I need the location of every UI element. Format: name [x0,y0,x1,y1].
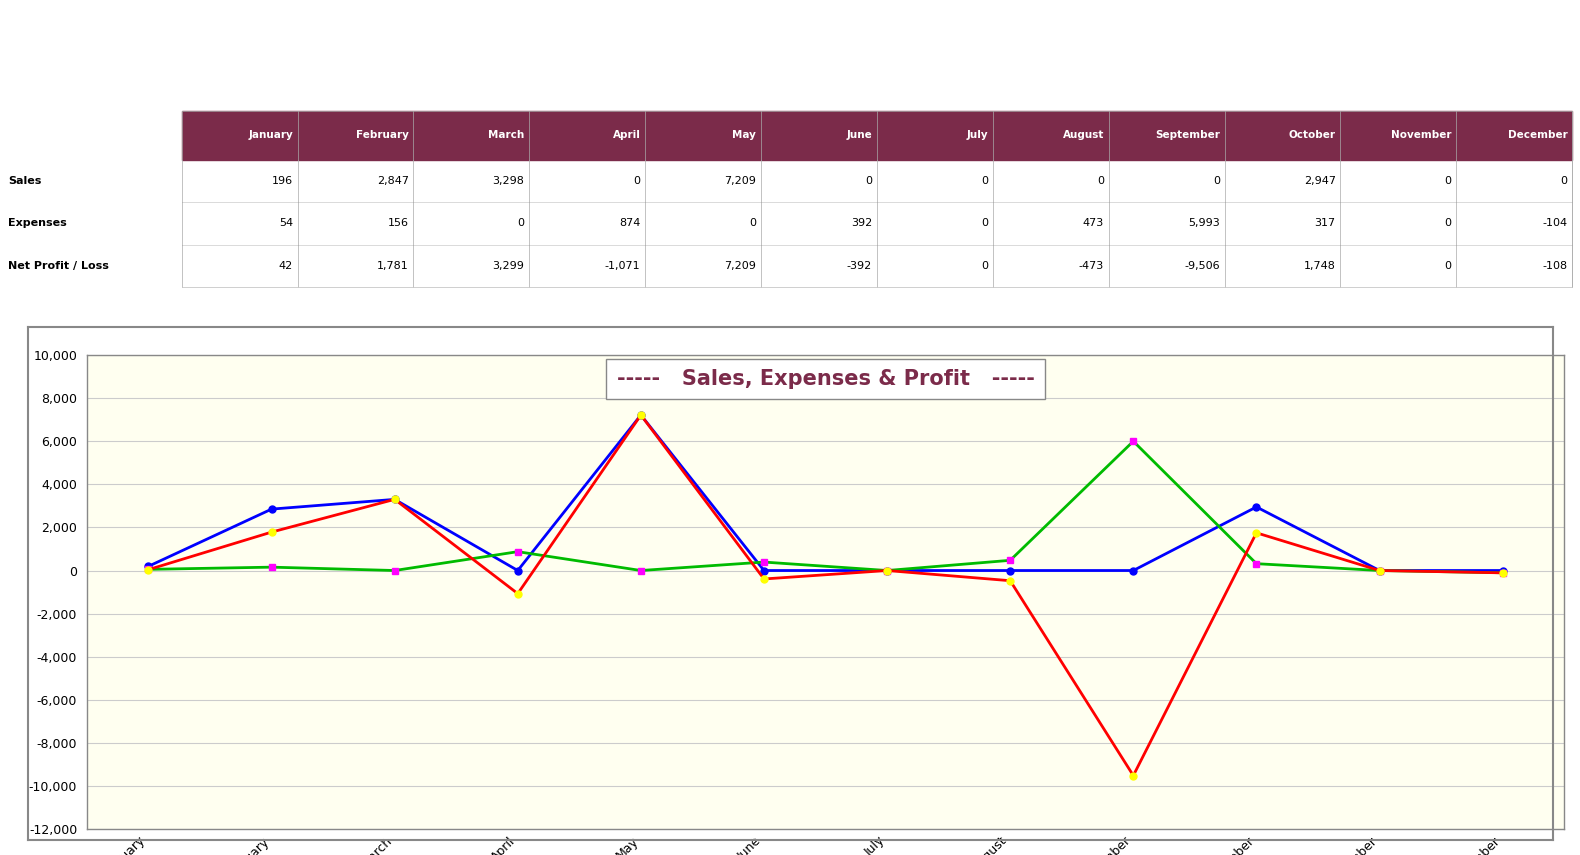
Text: -----   Sales, Expenses & Profit   -----: ----- Sales, Expenses & Profit ----- [616,369,1035,389]
Net Profit / Loss [262,527,281,537]
Text: June: June [847,130,872,140]
Text: 5,993: 5,993 [1188,218,1220,228]
Text: November: November [1390,130,1452,140]
Net Profit / Loss [755,574,774,584]
Expenses [1493,568,1512,578]
Text: October: October [1289,130,1335,140]
Text: 0: 0 [749,218,757,228]
Line: Net Profit / Loss: Net Profit / Loss [145,411,1506,779]
Sales [1247,502,1266,512]
Text: 1,748: 1,748 [1304,261,1335,271]
Net Profit / Loss [1370,565,1389,575]
Text: 42: 42 [278,261,292,271]
Text: May: May [733,130,757,140]
Text: Net Profit / Loss: Net Profit / Loss [8,261,109,271]
Text: 2,947: 2,947 [1304,176,1335,186]
Text: 196: 196 [272,176,292,186]
Text: March: March [488,130,525,140]
Net Profit / Loss [1000,575,1019,586]
Text: -473: -473 [1079,261,1104,271]
Text: 392: 392 [852,218,872,228]
Text: 473: 473 [1082,218,1104,228]
Text: -392: -392 [847,261,872,271]
Net Profit / Loss [1123,770,1142,781]
Text: -9,506: -9,506 [1183,261,1220,271]
Text: 2,847: 2,847 [376,176,409,186]
Sales [509,565,528,575]
Text: 0: 0 [1097,176,1104,186]
Expenses [632,565,651,575]
Text: December: December [1507,130,1567,140]
Text: September: September [1155,130,1220,140]
Text: 3,298: 3,298 [493,176,525,186]
Text: 0: 0 [634,176,640,186]
Net Profit / Loss [632,410,651,420]
Text: July: July [967,130,988,140]
Sales [386,494,404,504]
Expenses [1370,565,1389,575]
Text: 0: 0 [1444,218,1452,228]
Text: 156: 156 [387,218,409,228]
Text: 0: 0 [1213,176,1220,186]
Text: 0: 0 [981,176,988,186]
Sales [877,565,896,575]
Line: Expenses: Expenses [145,438,1506,576]
Text: 874: 874 [619,218,640,228]
Text: 0: 0 [1561,176,1567,186]
Text: Monthly Analysis of Sales, Expenses and Profit: Monthly Analysis of Sales, Expenses and … [477,48,1103,72]
Sales [262,504,281,514]
Text: 3,299: 3,299 [493,261,525,271]
Text: Expenses: Expenses [8,218,66,228]
Text: 0: 0 [981,261,988,271]
Sales [755,565,774,575]
Net Profit / Loss [1247,528,1266,538]
Text: -108: -108 [1542,261,1567,271]
Expenses [755,557,774,567]
Text: Sales: Sales [8,176,41,186]
Text: 0: 0 [518,218,525,228]
Text: 7,209: 7,209 [724,176,757,186]
Text: 54: 54 [278,218,292,228]
Text: April: April [613,130,640,140]
Text: August: August [1062,130,1104,140]
Expenses [509,546,528,557]
Bar [182,110,1572,160]
Text: February: February [356,130,409,140]
Sales [1493,565,1512,575]
Text: January: January [248,130,292,140]
Net Profit / Loss [386,494,404,504]
Text: 0: 0 [866,176,872,186]
Net Profit / Loss [139,564,158,575]
Expenses [1247,558,1266,569]
Net Profit / Loss [877,565,896,575]
Expenses [262,562,281,572]
Bar [182,245,1572,287]
Text: 0: 0 [1444,176,1452,186]
Net Profit / Loss [1493,568,1512,578]
Expenses [386,565,404,575]
Sales [632,410,651,420]
Sales [1370,565,1389,575]
Net Profit / Loss [509,588,528,598]
Expenses [877,565,896,575]
Text: 7,209: 7,209 [724,261,757,271]
Expenses [1123,436,1142,446]
Text: 1,781: 1,781 [378,261,409,271]
Text: 317: 317 [1315,218,1335,228]
Text: -104: -104 [1542,218,1567,228]
Line: Sales: Sales [145,411,1506,574]
Expenses [139,564,158,575]
Text: 0: 0 [981,218,988,228]
Sales [1000,565,1019,575]
Bar [182,202,1572,245]
Sales [139,561,158,571]
Sales [1123,565,1142,575]
Expenses [1000,555,1019,565]
Text: -1,071: -1,071 [605,261,640,271]
Bar [182,160,1572,202]
Text: 0: 0 [1444,261,1452,271]
